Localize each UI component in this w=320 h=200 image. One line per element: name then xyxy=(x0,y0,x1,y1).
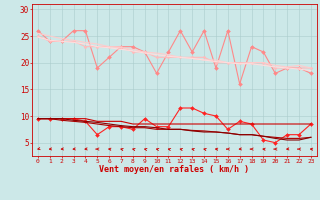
X-axis label: Vent moyen/en rafales ( km/h ): Vent moyen/en rafales ( km/h ) xyxy=(100,165,249,174)
